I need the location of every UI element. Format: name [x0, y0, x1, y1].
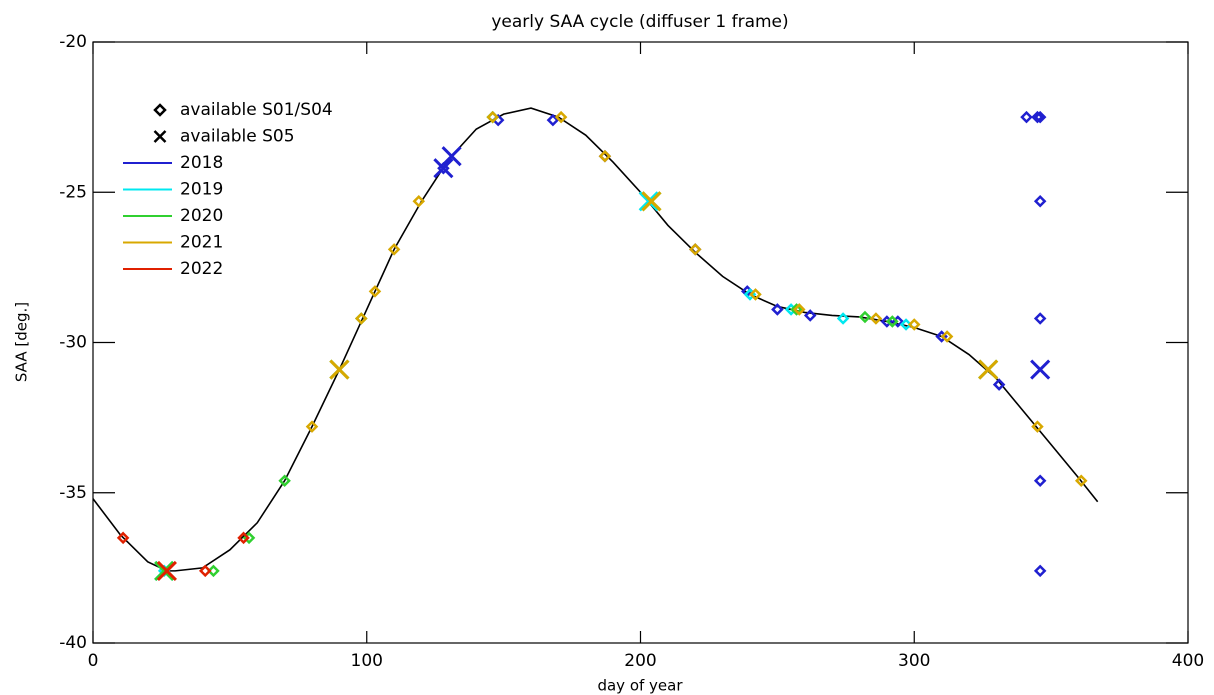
- diamond-point: [869, 312, 883, 325]
- cross-point: [638, 191, 659, 212]
- diamond-point: [1033, 194, 1047, 208]
- diamond-point: [749, 288, 762, 301]
- diamond-point: [546, 113, 560, 127]
- diamond-point: [992, 378, 1006, 391]
- x-tick-label: 200: [624, 651, 656, 671]
- cross-point: [978, 359, 999, 380]
- diamond-point: [237, 531, 250, 545]
- diamond-point: [899, 318, 913, 331]
- diamond-point: [1033, 110, 1047, 124]
- diamond-point: [412, 194, 426, 208]
- diamond-point: [803, 309, 817, 322]
- legend-label: 2019: [180, 180, 223, 200]
- diamond-point: [387, 243, 401, 256]
- y-axis-label: SAA [deg.]: [13, 302, 31, 382]
- diamond-point: [1033, 312, 1047, 325]
- diamond-point: [886, 315, 899, 328]
- diamond-point: [1031, 110, 1044, 124]
- diamond-point: [1033, 564, 1047, 578]
- legend-label: 2018: [180, 153, 223, 173]
- diamond-point: [907, 318, 921, 331]
- y-tick-label: -40: [59, 633, 87, 653]
- diamond-point: [1031, 420, 1044, 433]
- y-tick-label: -20: [59, 32, 87, 52]
- legend-label: 2021: [180, 233, 223, 253]
- diamond-point: [940, 330, 954, 343]
- diamond-point: [116, 531, 130, 545]
- cross-point: [441, 146, 462, 167]
- diamond-point: [790, 303, 803, 316]
- diamond-point: [836, 312, 850, 325]
- diamond-point: [793, 303, 806, 316]
- x-tick-label: 100: [351, 651, 383, 671]
- fit-curve: [92, 107, 1099, 572]
- x-tick-label: 400: [1172, 651, 1204, 671]
- legend-symbol: [153, 103, 167, 117]
- diamond-point: [198, 564, 212, 578]
- cross-point: [1030, 359, 1051, 380]
- legend-label: 2022: [180, 259, 223, 279]
- chart-title: yearly SAA cycle (diffuser 1 frame): [491, 12, 788, 32]
- diamond-point: [486, 110, 499, 124]
- diamond-point: [1020, 110, 1033, 124]
- x-axis-label: day of year: [597, 677, 683, 695]
- diamond-point: [858, 310, 872, 324]
- y-tick-label: -35: [59, 483, 87, 503]
- diamond-point: [771, 303, 784, 316]
- cross-point: [329, 359, 350, 380]
- cross-point: [156, 560, 177, 581]
- diamond-point: [1074, 474, 1088, 487]
- cross-point: [641, 191, 662, 212]
- legend-symbol: [153, 130, 167, 143]
- x-tick-label: 0: [88, 651, 99, 671]
- diamond-point: [554, 110, 568, 124]
- diamond-point: [207, 564, 220, 578]
- diamond-point: [305, 420, 319, 433]
- cross-point: [154, 560, 175, 581]
- diamond-point: [355, 312, 368, 325]
- diamond-point: [368, 285, 382, 298]
- x-tick-label: 300: [898, 651, 930, 671]
- diamond-point: [598, 149, 612, 163]
- legend-label: available S01/S04: [180, 100, 333, 120]
- diamond-point: [1033, 474, 1047, 487]
- cross-point: [433, 158, 454, 179]
- y-tick-label: -30: [59, 333, 87, 353]
- diamond-point: [278, 474, 291, 487]
- y-tick-label: -25: [59, 182, 87, 202]
- diamond-point: [688, 243, 702, 256]
- legend-label: 2020: [180, 206, 223, 226]
- legend-label: available S05: [180, 127, 295, 147]
